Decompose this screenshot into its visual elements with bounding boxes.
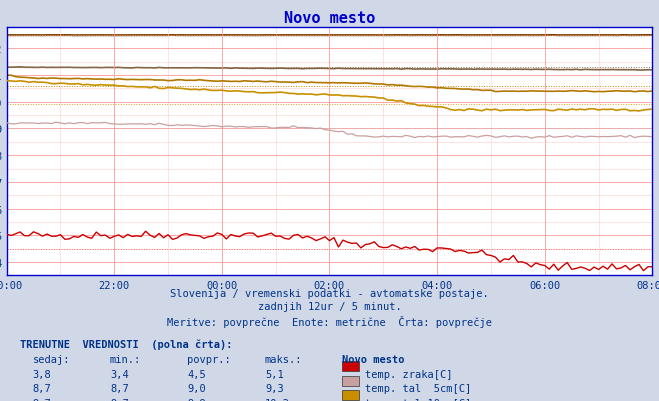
Text: 8,7: 8,7: [110, 383, 129, 393]
Text: zadnjih 12ur / 5 minut.: zadnjih 12ur / 5 minut.: [258, 302, 401, 311]
Text: temp. zraka[C]: temp. zraka[C]: [365, 369, 453, 379]
Text: 10,2: 10,2: [265, 398, 290, 401]
Text: 8,7: 8,7: [32, 383, 51, 393]
FancyBboxPatch shape: [343, 361, 358, 371]
Text: Meritve: povprečne  Enote: metrične  Črta: povprečje: Meritve: povprečne Enote: metrične Črta:…: [167, 315, 492, 327]
Text: 9,7: 9,7: [110, 398, 129, 401]
Text: 9,9: 9,9: [187, 398, 206, 401]
Text: TRENUTNE  VREDNOSTI  (polna črta):: TRENUTNE VREDNOSTI (polna črta):: [20, 338, 232, 349]
Text: temp. tal 10cm[C]: temp. tal 10cm[C]: [365, 398, 471, 401]
Text: Slovenija / vremenski podatki - avtomatske postaje.: Slovenija / vremenski podatki - avtomats…: [170, 288, 489, 298]
Text: Novo mesto: Novo mesto: [343, 354, 405, 364]
Text: maks.:: maks.:: [265, 354, 302, 364]
Text: 5,1: 5,1: [265, 369, 283, 379]
Text: povpr.:: povpr.:: [187, 354, 231, 364]
Title: Novo mesto: Novo mesto: [284, 10, 375, 26]
Text: 9,7: 9,7: [32, 398, 51, 401]
Text: 3,8: 3,8: [32, 369, 51, 379]
Text: sedaj:: sedaj:: [32, 354, 70, 364]
Text: 9,3: 9,3: [265, 383, 283, 393]
Text: min.:: min.:: [110, 354, 141, 364]
FancyBboxPatch shape: [343, 390, 358, 400]
FancyBboxPatch shape: [343, 376, 358, 386]
Text: temp. tal  5cm[C]: temp. tal 5cm[C]: [365, 383, 471, 393]
Text: 3,4: 3,4: [110, 369, 129, 379]
Text: 9,0: 9,0: [187, 383, 206, 393]
Text: 4,5: 4,5: [187, 369, 206, 379]
